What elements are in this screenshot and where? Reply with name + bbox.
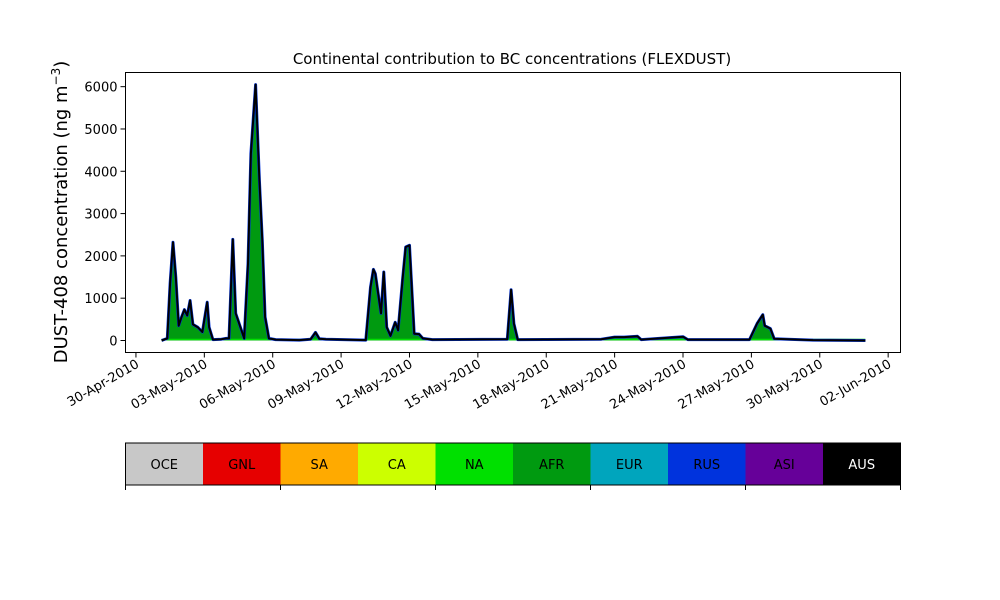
colorbar-swatch-gnl xyxy=(203,443,281,485)
colorbar-swatch-eur xyxy=(590,443,668,485)
colorbar-swatch-asi xyxy=(745,443,823,485)
colorbar-label: AFR xyxy=(539,458,564,473)
y-tick-label: 3000 xyxy=(84,208,117,223)
colorbar-swatch-afr xyxy=(513,443,591,485)
x-tick-label: 15-May-2010 xyxy=(402,357,484,413)
x-tick-label: 03-May-2010 xyxy=(129,357,211,413)
colorbar-label: RUS xyxy=(693,458,720,473)
colorbar-label: EUR xyxy=(616,458,643,473)
area-afr xyxy=(161,84,866,341)
colorbar-label: NA xyxy=(465,458,484,473)
y-tick-label: 2000 xyxy=(84,250,117,265)
colorbar-frame xyxy=(125,442,901,486)
colorbar-label: AUS xyxy=(848,458,875,473)
series-outline-total xyxy=(161,83,866,342)
x-tick-label: 06-May-2010 xyxy=(197,357,279,413)
x-tick-label: 12-May-2010 xyxy=(334,357,416,413)
y-tick-label: 6000 xyxy=(84,81,117,96)
x-axis: 30-Apr-201003-May-201006-May-201009-May-… xyxy=(65,352,894,413)
colorbar-label: OCE xyxy=(150,458,178,473)
y-axis-label-main: DUST-408 concentration (ng m xyxy=(51,85,72,363)
x-tick-label: 18-May-2010 xyxy=(471,357,553,413)
plot-frame xyxy=(125,72,901,353)
chart-title: Continental contribution to BC concentra… xyxy=(293,50,731,68)
x-tick-label: 09-May-2010 xyxy=(265,357,347,413)
y-tick-label: 4000 xyxy=(84,165,117,180)
colorbar-swatch-rus xyxy=(668,443,746,485)
y-axis-label-close: ) xyxy=(51,61,72,68)
colorbar-swatch-sa xyxy=(280,443,358,485)
x-tick-label: 02-Jun-2010 xyxy=(817,357,894,410)
x-tick-label: 24-May-2010 xyxy=(607,357,689,413)
colorbar-swatch-ca xyxy=(358,443,436,485)
y-axis: 0 1000 2000 3000 4000 5000 6000 xyxy=(84,81,126,349)
colorbar-label: GNL xyxy=(228,458,256,473)
colorbar-swatch-aus xyxy=(823,443,901,485)
series-outline-rus xyxy=(161,83,866,342)
x-tick-label: 27-May-2010 xyxy=(676,357,758,413)
y-tick-label: 1000 xyxy=(84,292,117,307)
colorbar-label: ASI xyxy=(774,458,795,473)
y-tick-label: 0 xyxy=(109,334,117,349)
x-tick-label: 21-May-2010 xyxy=(539,357,621,413)
colorbar-swatch-oce xyxy=(125,443,203,485)
colorbar-swatch-na xyxy=(435,443,513,485)
y-axis-label: DUST-408 concentration (ng m−3) xyxy=(49,61,72,364)
plot-area xyxy=(161,83,866,342)
colorbar: OCE GNL SA CA NA AFR EUR RUS ASI AUS xyxy=(125,442,901,490)
colorbar-label: CA xyxy=(388,458,406,473)
y-tick-label: 5000 xyxy=(84,123,117,138)
colorbar-label: SA xyxy=(311,458,328,473)
y-axis-label-sup: −3 xyxy=(49,68,63,86)
x-tick-label: 30-May-2010 xyxy=(744,357,826,413)
